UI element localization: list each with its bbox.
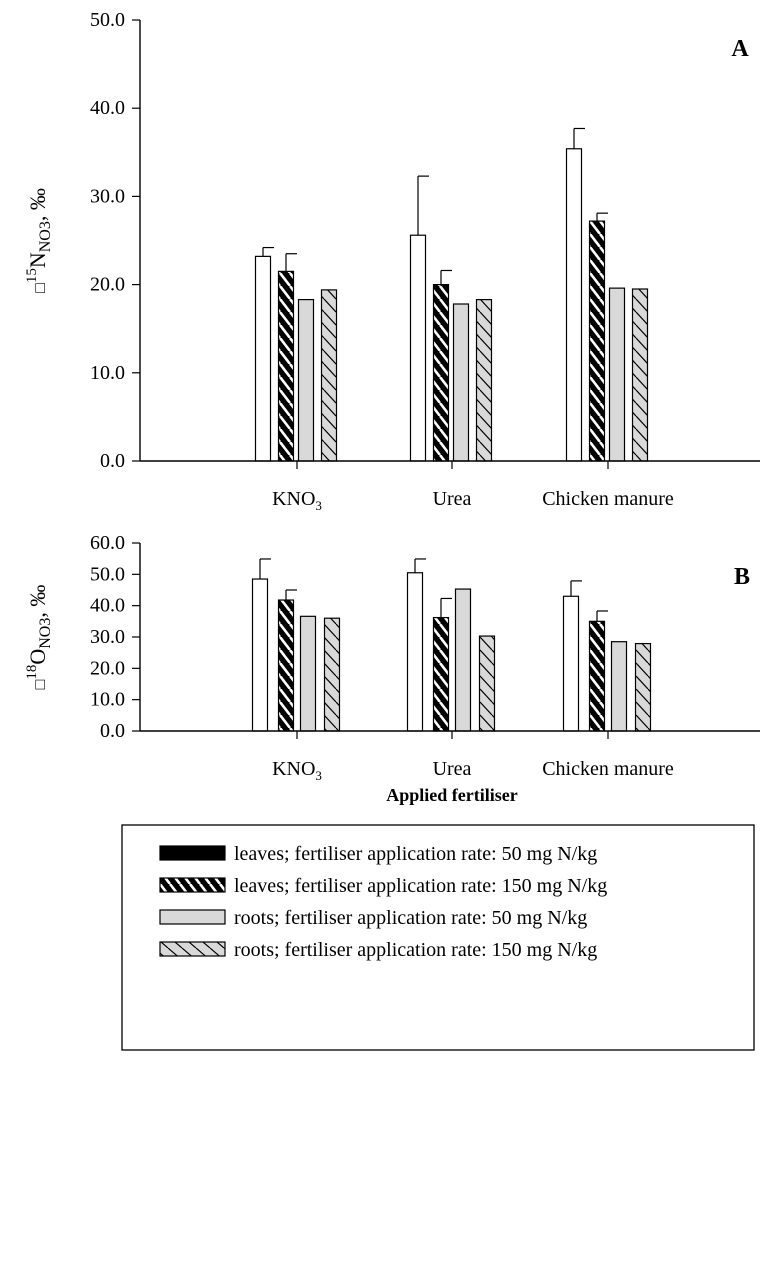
legend-entry: leaves; fertiliser application rate: 150… (159, 875, 607, 897)
panel-label: A (731, 36, 749, 62)
panel-a: 0.0 10.0 20.0 30.0 40.0 50.0 KNO3 Urea Chicken m… (24, 9, 760, 513)
legend-label: roots; fertiliser application rate: 150 … (234, 939, 597, 961)
error-bar-black-hatched-0 (285, 589, 297, 601)
bar-grey-hatched-0 (320, 289, 338, 462)
y-tick-label: 10.0 (90, 689, 125, 711)
x-tick-label: Urea (433, 488, 472, 510)
y-axis-label-suffix: , ‰ (25, 585, 50, 618)
bar-grey-hatched-1 (478, 635, 496, 732)
error-bar-black-hatched-1 (440, 597, 452, 618)
x-tick-label-main: Chicken manure (542, 758, 674, 780)
x-tick-label: Chicken manure (542, 488, 674, 510)
bar-black-hatched-1 (432, 616, 450, 732)
legend-swatch-black (159, 845, 226, 861)
legend-label: leaves; fertiliser application rate: 50 … (234, 843, 597, 865)
y-tick-label: 60.0 (90, 532, 125, 554)
panel-b: 0.0 10.0 20.0 30.0 40.0 50.0 60.0 KNO3 Urea Chick… (24, 532, 760, 783)
error-bar-white-0 (262, 246, 274, 257)
x-tick-label-main: Urea (433, 488, 472, 510)
y-axis-label-sub: NO3 (37, 618, 54, 649)
x-tick-label-main: KNO (272, 488, 315, 510)
legend-entry: roots; fertiliser application rate: 150 … (159, 939, 597, 961)
bar-grey-hatched-2 (631, 288, 649, 462)
bar-black-hatched-2 (588, 220, 606, 462)
legend-box (121, 824, 755, 1051)
legend: leaves; fertiliser application rate: 50 … (121, 824, 755, 1051)
y-axis-label-symbol: □ (32, 283, 49, 293)
bar-grey-2 (608, 287, 626, 462)
legend-swatch-grey (159, 909, 226, 925)
x-tick-label: Urea (433, 758, 472, 780)
y-axis-label: □15NNO3, ‰ (24, 188, 54, 293)
x-tick-label-main: Chicken manure (542, 488, 674, 510)
y-tick-label: 50.0 (90, 9, 125, 31)
y-axis-label-suffix: , ‰ (25, 188, 50, 221)
x-tick-label: KNO3 (272, 488, 322, 513)
x-tick-label: Chicken manure (542, 758, 674, 780)
y-axis-label-symbol: □ (32, 679, 49, 689)
bar-black-hatched-1 (432, 284, 450, 462)
bar-black-hatched-0 (277, 270, 295, 462)
x-tick-label-sub: 3 (315, 768, 322, 783)
bar-grey-hatched-2 (634, 642, 652, 732)
bar-white-0 (254, 255, 272, 462)
bar-white-1 (409, 234, 427, 462)
y-tick-label: 0.0 (100, 450, 125, 472)
y-axis-label-sup: 18 (24, 665, 40, 680)
x-tick-label-sub: 3 (315, 498, 322, 513)
y-tick-label: 30.0 (90, 626, 125, 648)
bar-grey-0 (299, 615, 317, 732)
error-bar-black-hatched-2 (596, 610, 608, 622)
legend-entry: roots; fertiliser application rate: 50 m… (159, 907, 587, 929)
x-tick-label: KNO3 (272, 758, 322, 783)
bar-white-1 (406, 572, 424, 732)
bar-grey-1 (454, 588, 472, 732)
error-bar-white-0 (259, 558, 271, 580)
bar-grey-hatched-1 (475, 298, 493, 462)
x-tick-label-main: Urea (433, 758, 472, 780)
y-tick-label: 40.0 (90, 97, 125, 119)
bar-black-hatched-0 (277, 599, 295, 732)
x-axis-label: Applied fertiliser (386, 785, 517, 805)
error-bar-black-hatched-1 (440, 269, 452, 285)
panel-label: B (734, 564, 750, 590)
y-tick-label: 30.0 (90, 185, 125, 207)
legend-swatch-black-hatched (159, 877, 226, 893)
bar-grey-hatched-0 (323, 617, 341, 732)
y-tick-label: 10.0 (90, 362, 125, 384)
bar-white-2 (565, 148, 583, 462)
bar-grey-2 (610, 641, 628, 732)
bar-black-hatched-2 (588, 620, 606, 732)
legend-entry: leaves; fertiliser application rate: 50 … (159, 843, 597, 865)
error-bar-white-2 (573, 127, 585, 149)
y-axis-label-sup: 15 (24, 268, 40, 283)
y-tick-label: 40.0 (90, 595, 125, 617)
legend-swatch-grey-hatched (159, 941, 226, 957)
y-axis-label-main: N (25, 252, 50, 268)
error-bar-black-hatched-0 (285, 253, 297, 272)
y-axis-label-sub: NO3 (37, 221, 54, 252)
error-bar-white-2 (570, 580, 582, 597)
y-tick-label: 20.0 (90, 657, 125, 679)
y-tick-label: 0.0 (100, 720, 125, 742)
bar-white-0 (251, 578, 269, 732)
bar-grey-1 (452, 303, 470, 462)
y-axis-label-main: O (25, 649, 50, 665)
legend-label: leaves; fertiliser application rate: 150… (234, 875, 607, 897)
error-bar-white-1 (417, 175, 429, 236)
x-tick-label-main: KNO (272, 758, 315, 780)
error-bar-white-1 (414, 558, 426, 573)
y-axis-label: □18ONO3, ‰ (24, 585, 54, 690)
bar-grey-0 (297, 298, 315, 462)
y-tick-label: 20.0 (90, 274, 125, 296)
y-tick-label: 50.0 (90, 563, 125, 585)
legend-label: roots; fertiliser application rate: 50 m… (234, 907, 587, 929)
error-bar-black-hatched-2 (596, 212, 608, 222)
bar-white-2 (562, 595, 580, 732)
